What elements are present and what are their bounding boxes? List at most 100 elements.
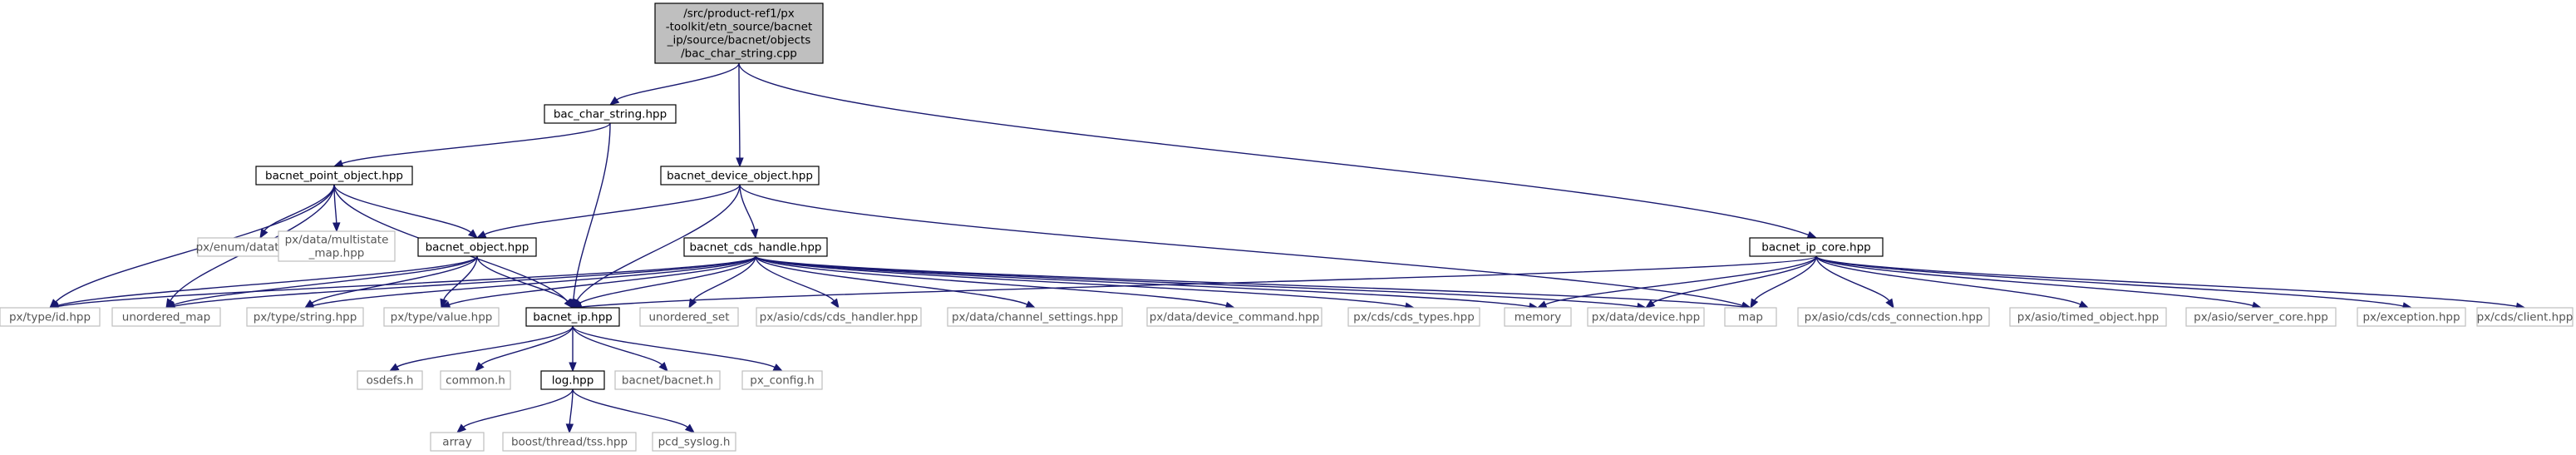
node-label: bacnet_object.hpp xyxy=(426,241,529,255)
node-label: bacnet_ip_core.hpp xyxy=(1761,241,1870,255)
node-label: boost/thread/tss.hpp xyxy=(511,436,628,449)
node-px-cds-cds-types-hpp: px/cds/cds_types.hpp xyxy=(1347,307,1480,327)
node-label: _map.hpp xyxy=(308,247,365,260)
node-label: px/data/device.hpp xyxy=(1592,311,1700,324)
node-label: _ip/source/bacnet/objects xyxy=(667,34,811,47)
node-box xyxy=(2009,307,2167,327)
edge-log_hpp-to-array xyxy=(456,388,574,433)
node-label: px/data/channel_settings.hpp xyxy=(952,311,1118,324)
node-px-asio-cds-cds-handler-hpp: px/asio/cds/cds_handler.hpp xyxy=(756,307,922,327)
edge-log_hpp-to-pcd_syslog_h xyxy=(572,388,696,433)
node-box xyxy=(1749,237,1884,257)
node-label: bac_char_string.hpp xyxy=(554,108,667,121)
node-label: px_config.h xyxy=(750,374,814,388)
node-memory: memory xyxy=(1504,307,1572,327)
node-box xyxy=(639,307,739,327)
node-box xyxy=(2357,307,2466,327)
node-px-asio-cds-cds-connection-hpp: px/asio/cds/cds_connection.hpp xyxy=(1797,307,1990,327)
node-box xyxy=(652,432,736,452)
node-box xyxy=(417,237,537,257)
node-box xyxy=(1587,307,1705,327)
node-pcd-syslog-h: pcd_syslog.h xyxy=(652,432,736,452)
node-box xyxy=(430,432,485,452)
node-bacnet-bacnet-h: bacnet/bacnet.h xyxy=(614,370,721,390)
edge-bacnet_object_hpp-to-px_type_string_hpp xyxy=(303,255,478,309)
edge-bacnet_device_object_hpp-to-bacnet_cds_handle_hpp xyxy=(739,184,759,240)
node-box xyxy=(544,104,677,124)
edge-root-to-bacnet_ip_core_hpp xyxy=(738,62,1818,239)
edge-bacnet_point_object_hpp-to-bacnet_object_hpp xyxy=(333,184,479,239)
node-osdefs-h: osdefs.h xyxy=(357,370,423,390)
edge-bacnet_ip_hpp-to-bacnet_bacnet_h xyxy=(572,325,668,372)
node-label: px/data/multistate xyxy=(285,234,389,247)
graph-edges xyxy=(48,62,2526,434)
node-bacnet-cds-handle-hpp[interactable]: bacnet_cds_handle.hpp xyxy=(683,237,828,257)
node-label: array xyxy=(442,436,471,449)
node-unordered-set: unordered_set xyxy=(639,307,739,327)
edge-bacnet_device_object_hpp-to-bacnet_object_hpp xyxy=(475,184,741,239)
node-box xyxy=(2185,307,2337,327)
node-box xyxy=(0,307,101,327)
node-label: map xyxy=(1738,311,1763,324)
node-root[interactable]: /src/product-ref1/px-toolkit/etn_source/… xyxy=(654,2,824,64)
node-px-data-device-command-hpp: px/data/device_command.hpp xyxy=(1146,307,1322,327)
edge-bac_char_string_hpp-to-bacnet_point_object_hpp xyxy=(332,122,611,167)
node-box xyxy=(111,307,221,327)
node-label: px/type/id.hpp xyxy=(9,311,91,324)
node-label: pcd_syslog.h xyxy=(658,436,731,449)
node-label: bacnet_ip.hpp xyxy=(533,311,612,324)
edge-bacnet_ip_hpp-to-common_h xyxy=(475,325,574,372)
edge-bacnet_cds_handle_hpp-to-px_cds_cds_types_hpp xyxy=(755,255,1416,310)
node-box xyxy=(440,370,511,390)
node-label: /bac_char_string.cpp xyxy=(681,47,797,61)
node-box xyxy=(525,307,620,327)
edge-log_hpp-to-boost_thread_tss_hpp xyxy=(565,388,574,434)
node-px-exception-hpp: px/exception.hpp xyxy=(2357,307,2466,327)
edge-bacnet_cds_handle_hpp-to-px_asio_cds_cds_handler_hpp xyxy=(755,255,840,309)
node-label: px/cds/cds_types.hpp xyxy=(1353,311,1475,324)
node-label: px/asio/timed_object.hpp xyxy=(2017,311,2159,324)
edge-root-to-bac_char_string_hpp xyxy=(608,62,740,106)
node-box xyxy=(357,370,423,390)
node-label: px/type/value.hpp xyxy=(391,311,493,324)
node-map: map xyxy=(1724,307,1777,327)
node-label: px/asio/server_core.hpp xyxy=(2194,311,2328,324)
node-box xyxy=(2476,307,2574,327)
edge-bacnet_ip_core_hpp-to-px_asio_server_core_hpp xyxy=(1815,255,2263,309)
node-box xyxy=(502,432,637,452)
node-px-asio-server-core-hpp: px/asio/server_core.hpp xyxy=(2185,307,2337,327)
node-box xyxy=(756,307,922,327)
node-label: bacnet/bacnet.h xyxy=(622,374,713,388)
edge-bacnet_cds_handle_hpp-to-memory xyxy=(755,255,1539,311)
node-box xyxy=(1347,307,1480,327)
edge-root-to-bacnet_device_object_hpp xyxy=(736,62,744,168)
node-label: px/cds/client.hpp xyxy=(2477,311,2574,324)
node-box xyxy=(614,370,721,390)
edge-bacnet_ip_core_hpp-to-px_asio_timed_object_hpp xyxy=(1815,255,2090,309)
node-log-hpp[interactable]: log.hpp xyxy=(540,370,605,390)
node-label: osdefs.h xyxy=(367,374,414,388)
edge-bacnet_ip_core_hpp-to-px_cds_client_hpp xyxy=(1815,255,2526,310)
node-unordered-map: unordered_map xyxy=(111,307,221,327)
edge-bacnet_ip_hpp-to-osdefs_h xyxy=(388,325,574,372)
node-bacnet-device-object-hpp[interactable]: bacnet_device_object.hpp xyxy=(660,166,820,185)
edge-bacnet_cds_handle_hpp-to-px_data_channel_settings_hpp xyxy=(755,255,1037,309)
edge-bacnet_device_object_hpp-to-map xyxy=(739,184,1752,309)
node-px-cds-client-hpp: px/cds/client.hpp xyxy=(2476,307,2574,327)
node-bacnet-ip-core-hpp[interactable]: bacnet_ip_core.hpp xyxy=(1749,237,1884,257)
node-boost-thread-tss-hpp: boost/thread/tss.hpp xyxy=(502,432,637,452)
node-px-data-device-hpp: px/data/device.hpp xyxy=(1587,307,1705,327)
edge-bacnet_ip_core_hpp-to-px_asio_cds_cds_connection_hpp xyxy=(1815,255,1894,309)
node-px-type-string-hpp: px/type/string.hpp xyxy=(246,307,364,327)
node-px-config-h: px_config.h xyxy=(741,370,823,390)
node-common-h: common.h xyxy=(440,370,511,390)
node-bac-char-string-hpp[interactable]: bac_char_string.hpp xyxy=(544,104,677,124)
node-bacnet-point-object-hpp[interactable]: bacnet_point_object.hpp xyxy=(255,166,413,185)
node-label: unordered_set xyxy=(648,311,729,324)
node-bacnet-ip-hpp[interactable]: bacnet_ip.hpp xyxy=(525,307,620,327)
edge-bacnet_ip_hpp-to-log_hpp xyxy=(569,326,577,373)
node-label: /src/product-ref1/px xyxy=(683,7,795,21)
node-bacnet-object-hpp[interactable]: bacnet_object.hpp xyxy=(417,237,537,257)
